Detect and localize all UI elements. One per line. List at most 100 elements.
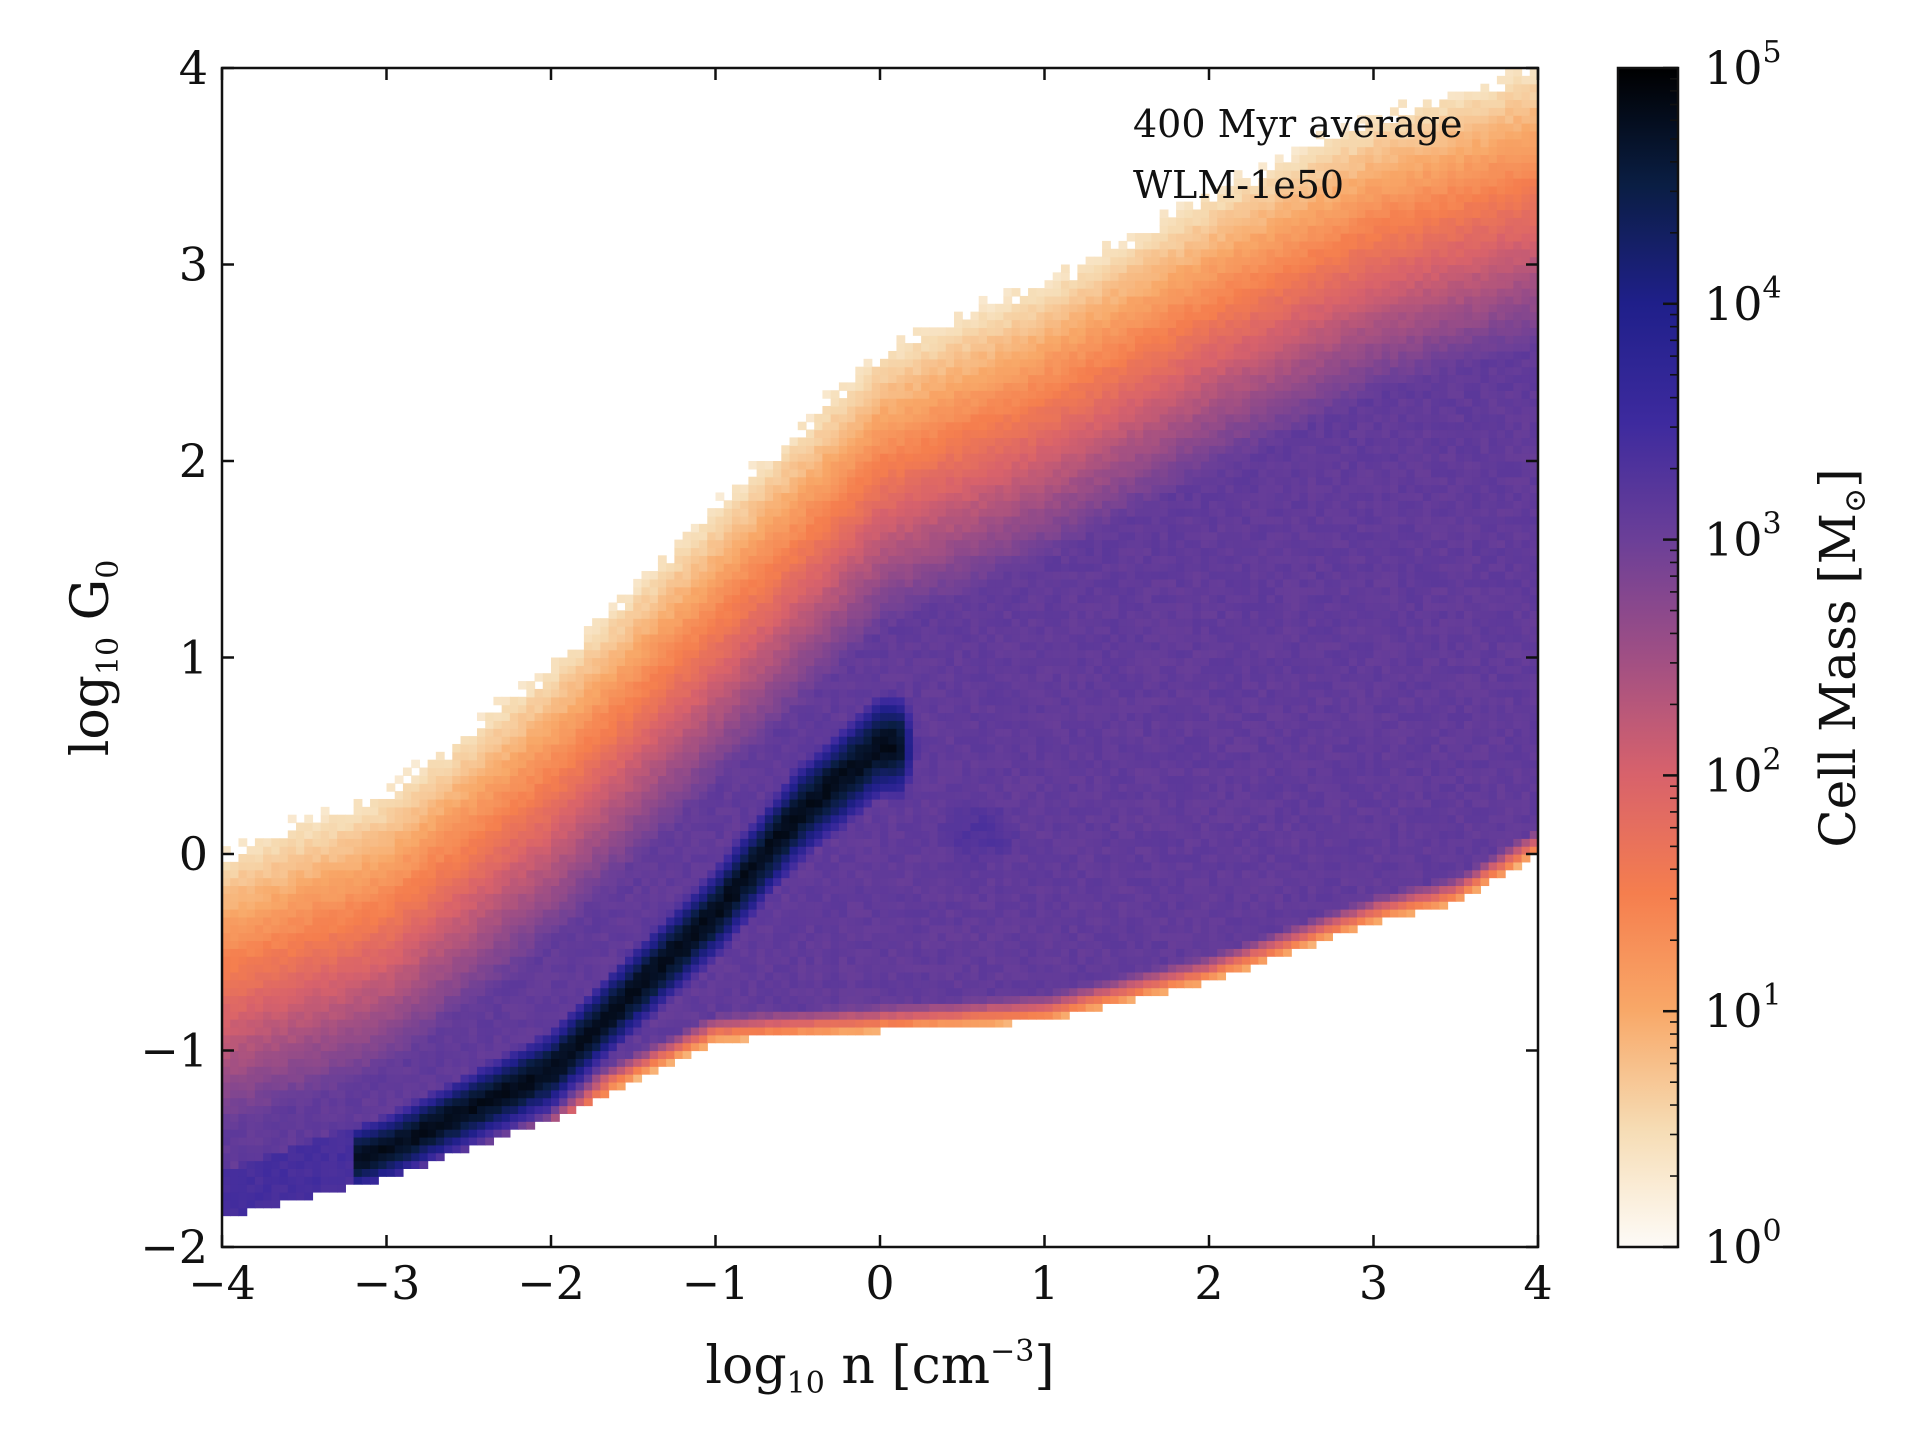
heatmap-cell [542, 783, 552, 792]
heatmap-cell [797, 979, 807, 989]
heatmap-cell [567, 924, 577, 934]
heatmap-cell [460, 869, 470, 879]
heatmap-cell [353, 1168, 363, 1177]
heatmap-cell [699, 971, 708, 981]
heatmap-cell [888, 830, 898, 839]
heatmap-cell [838, 775, 848, 784]
heatmap-cell [699, 586, 708, 596]
heatmap-cell [707, 602, 717, 611]
heatmap-cell [304, 987, 314, 997]
heatmap-cell [575, 806, 585, 816]
heatmap-cell [616, 979, 626, 989]
heatmap-cell [304, 838, 314, 847]
heatmap-cell [764, 995, 774, 1004]
heatmap-cell [419, 924, 429, 934]
heatmap-cell [805, 516, 815, 525]
heatmap-cell [378, 1136, 388, 1146]
heatmap-cell [304, 885, 314, 894]
heatmap-cell [468, 1097, 478, 1107]
heatmap-cell [419, 830, 429, 839]
heatmap-cell [707, 649, 717, 659]
heatmap-cell [814, 429, 824, 439]
heatmap-cell [764, 704, 774, 714]
heatmap-cell [501, 924, 511, 934]
heatmap-cell [320, 1066, 330, 1075]
heatmap-cell [838, 571, 848, 580]
heatmap-cell [756, 798, 766, 808]
heatmap-cell [838, 594, 848, 604]
heatmap-cell [707, 712, 717, 721]
heatmap-cell [254, 1081, 264, 1091]
heatmap-cell [501, 940, 511, 949]
heatmap-cell [822, 688, 832, 698]
heatmap-cell [756, 783, 766, 792]
heatmap-cell [781, 909, 791, 918]
heatmap-cell [600, 1003, 610, 1012]
heatmap-cell [666, 806, 675, 816]
heatmap-cell [690, 531, 700, 541]
heatmap-cell [690, 578, 700, 588]
heatmap-cell [296, 885, 305, 894]
heatmap-cell [386, 940, 396, 949]
heatmap-cell [781, 736, 791, 745]
heatmap-cell [534, 979, 544, 989]
heatmap-cell [345, 1152, 355, 1162]
heatmap-cell [518, 1042, 527, 1052]
heatmap-cell [427, 1152, 437, 1162]
heatmap-cell [518, 814, 527, 824]
heatmap-cell [452, 948, 462, 957]
heatmap-cell [699, 861, 708, 871]
heatmap-cell [518, 893, 527, 902]
heatmap-cell [830, 500, 840, 509]
heatmap-cell [304, 877, 314, 887]
heatmap-cell [871, 995, 881, 1004]
heatmap-cell [592, 956, 601, 965]
heatmap-cell [838, 610, 848, 619]
heatmap-cell [690, 1011, 700, 1020]
heatmap-cell [888, 759, 898, 769]
heatmap-cell [822, 979, 832, 989]
heatmap-cell [773, 626, 782, 635]
heatmap-cell [756, 649, 766, 659]
heatmap-cell [230, 1136, 240, 1146]
heatmap-cell [551, 861, 560, 871]
heatmap-cell [328, 932, 338, 942]
heatmap-cell [847, 971, 856, 981]
heatmap-cell [526, 1003, 536, 1012]
heatmap-cell [674, 995, 684, 1004]
heatmap-cell [880, 594, 889, 604]
heatmap-cell [370, 1003, 379, 1012]
heatmap-cell [419, 956, 429, 965]
heatmap-cell [641, 806, 651, 816]
heatmap-cell [880, 633, 889, 643]
heatmap-cell [822, 508, 832, 517]
heatmap-cell [715, 806, 725, 816]
heatmap-cell [402, 814, 412, 824]
heatmap-cell [435, 995, 445, 1004]
heatmap-cell [551, 901, 560, 910]
heatmap-cell [608, 861, 618, 871]
heatmap-cell [822, 956, 832, 965]
heatmap-cell [723, 665, 733, 674]
heatmap-cell [583, 665, 593, 674]
heatmap-cell [838, 830, 848, 839]
heatmap-cell [880, 421, 889, 431]
heatmap-cell [707, 877, 717, 887]
heatmap-cell [394, 830, 404, 839]
heatmap-cell [600, 956, 610, 965]
heatmap-cell [575, 854, 585, 863]
heatmap-cell [888, 924, 898, 934]
heatmap-cell [888, 987, 898, 997]
heatmap-cell [345, 838, 355, 847]
heatmap-cell [731, 539, 741, 549]
heatmap-cell [756, 901, 766, 910]
heatmap-cell [304, 1074, 314, 1083]
heatmap-cell [254, 956, 264, 965]
heatmap-cell [731, 987, 741, 997]
heatmap-cell [657, 665, 667, 674]
heatmap-cell [699, 1026, 708, 1036]
heatmap-cell [888, 563, 898, 572]
heatmap-cell [674, 987, 684, 997]
heatmap-cell [501, 720, 511, 729]
heatmap-cell [838, 798, 848, 808]
